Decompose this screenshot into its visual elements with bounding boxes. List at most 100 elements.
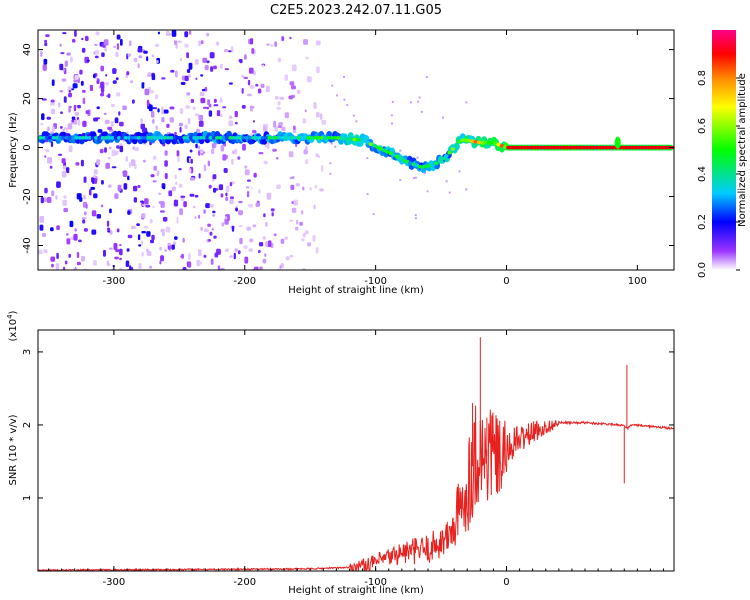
spectrogram-noise-cell — [399, 149, 402, 152]
colorbar-tick-label: 0.2 — [697, 214, 708, 230]
spectrogram-noise-cell — [152, 107, 158, 110]
spectrogram-noise-cell — [272, 148, 277, 152]
spectrogram-noise-cell — [414, 217, 417, 220]
spectrogram-noise-cell — [391, 122, 393, 125]
spectrogram-ridge-cell — [54, 136, 60, 140]
spectrogram-noise-cell — [329, 172, 332, 175]
spectrogram-noise-cell — [197, 145, 201, 150]
spectrogram-ridge-cell — [116, 136, 122, 140]
spectrogram-noise-cell — [211, 228, 214, 231]
spectrogram-ridge-cell — [365, 140, 370, 145]
snr-panel: -300 -200 -100 0 1 2 3 Height of straight lin… — [6, 310, 675, 596]
spectrogram-noise-cell — [77, 119, 81, 126]
spectrogram-noise-cell — [112, 80, 117, 84]
spectrogram-noise-cell — [68, 145, 73, 153]
spectrogram-noise-cell — [92, 177, 95, 184]
spectrogram-noise-cell — [101, 91, 104, 97]
spectrogram-noise-cell — [206, 32, 210, 37]
spectrogram-noise-cell — [66, 52, 71, 56]
spectrogram-noise-cell — [237, 250, 241, 255]
spectrogram-noise-cell — [271, 212, 274, 217]
spectrogram-noise-cell — [39, 215, 44, 223]
spectrogram-noise-cell — [372, 213, 375, 216]
spectrogram-noise-cell — [222, 106, 227, 109]
spectrogram-noise-cell — [274, 41, 277, 47]
spectrogram-noise-cell — [109, 247, 113, 250]
spectrogram-noise-cell — [73, 79, 78, 83]
spectrogram-noise-cell — [316, 66, 320, 74]
spectrogram-noise-cell — [420, 110, 423, 113]
spectrogram-noise-cell — [266, 192, 272, 200]
spectrogram-ridge-cell — [434, 161, 439, 165]
spectrogram-noise-cell — [107, 263, 111, 266]
spectrogram-ridge-cell — [264, 136, 269, 140]
spectrogram-noise-cell — [171, 30, 177, 37]
spectrogram-noise-cell — [76, 261, 81, 266]
spectrogram-noise-cell — [259, 242, 264, 247]
spectrogram-noise-cell — [246, 191, 250, 198]
spectrogram-noise-cell — [96, 106, 100, 110]
spectrogram-ridge-cell — [247, 136, 253, 140]
spectrogram-noise-cell — [63, 207, 68, 213]
spectrogram-noise-cell — [220, 144, 225, 152]
spectrogram-noise-cell — [252, 224, 257, 228]
spectrogram-noise-cell — [289, 219, 294, 222]
spectrogram-ridge-cell — [169, 136, 174, 140]
spectrogram-noise-cell — [91, 229, 97, 235]
spectrogram-noise-cell — [217, 265, 221, 270]
spectrogram-noise-cell — [263, 213, 266, 218]
spectrogram-noise-cell — [231, 158, 234, 165]
spectrogram-ridge-cell — [244, 136, 249, 140]
spectrogram-noise-cell — [255, 83, 259, 87]
spectrogram-noise-cell — [291, 85, 296, 90]
spectrogram-noise-cell — [141, 240, 144, 245]
spectrogram-noise-cell — [448, 191, 451, 194]
spectrogram-noise-cell — [305, 145, 308, 151]
spectrogram-ridge-cell — [401, 158, 406, 162]
spectrogram-noise-cell — [278, 122, 283, 126]
spectrogram-noise-cell — [239, 59, 243, 64]
spectrogram-noise-cell — [150, 174, 155, 178]
spectrogram-noise-cell — [224, 68, 229, 71]
spectrogram-noise-cell — [133, 197, 137, 203]
snr-frame — [37, 329, 675, 572]
spectrogram-noise-cell — [137, 184, 141, 189]
spectrogram-noise-cell — [51, 263, 54, 268]
spectrogram-ridge-cell — [107, 136, 112, 140]
spectrogram-noise-cell — [253, 266, 259, 270]
spectrogram-noise-cell — [85, 110, 90, 114]
spectrogram-noise-cell — [122, 170, 128, 177]
spectrogram-ridge-cell — [64, 136, 70, 140]
spectrogram-noise-cell — [163, 109, 169, 114]
spectrogram-noise-cell — [258, 249, 261, 254]
spectrogram-noise-cell — [315, 247, 319, 254]
spectrogram-noise-cell — [188, 253, 191, 261]
spectrogram-ridge-cell — [267, 136, 272, 140]
spectrogram-noise-cell — [115, 77, 119, 81]
spectrogram-noise-cell — [83, 176, 87, 183]
spectrogram-noise-cell — [116, 34, 121, 40]
spectrogram-noise-cell — [281, 126, 286, 132]
spectrogram-noise-cell — [131, 159, 136, 166]
spectrogram-noise-cell — [291, 207, 297, 213]
spectrogram-noise-cell — [194, 113, 200, 117]
spectrogram-ridge-cell — [440, 156, 446, 161]
spectrogram-ridge-cell — [208, 136, 213, 140]
spectrogram-noise-cell — [258, 189, 261, 194]
spectrogram-noise-cell — [117, 184, 122, 192]
colorbar: 0.0 0.2 0.4 0.6 0.8 Normalized spectral ampl… — [697, 30, 748, 278]
spectrogram-noise-cell — [212, 210, 216, 214]
spectrogram-noise-cell — [131, 225, 136, 230]
spectrogram-noise-cell — [210, 258, 214, 265]
spectrogram-noise-cell — [119, 244, 122, 246]
spectrogram-ridge-cell — [368, 142, 374, 146]
spectrogram-noise-cell — [61, 158, 66, 164]
spectrogram-noise-cell — [207, 160, 210, 167]
spectrogram-noise-cell — [209, 204, 214, 208]
spectrogram-noise-cell — [302, 118, 307, 124]
spectrogram-ridge-cell — [211, 136, 217, 140]
spectrogram-noise-cell — [44, 39, 47, 43]
spectrogram-noise-cell — [213, 187, 217, 193]
spectrogram-noise-cell — [414, 176, 417, 179]
